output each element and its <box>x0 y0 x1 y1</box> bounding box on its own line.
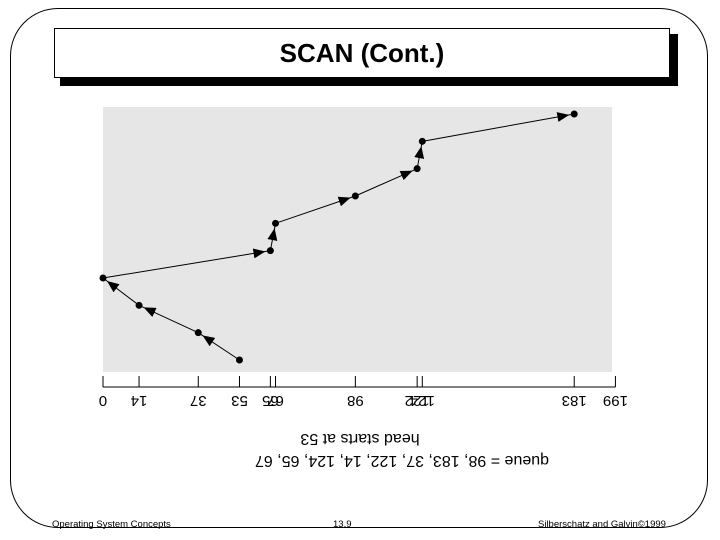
plot-background <box>103 107 612 372</box>
caption-queue-group: queue = 98, 183, 37, 122, 14, 124, 65, 6… <box>255 452 549 469</box>
tick-label: 53 <box>231 392 248 409</box>
tick-label: 37 <box>190 392 207 409</box>
caption-head-start: head starts at 53 <box>300 430 419 447</box>
request-point <box>272 219 280 227</box>
footer-page: 13.9 <box>333 519 352 530</box>
path-segment <box>102 250 271 279</box>
tick-label: 98 <box>347 392 364 409</box>
slide-frame <box>10 8 708 528</box>
path-segment <box>422 113 575 142</box>
title-box: SCAN (Cont.) <box>54 28 670 78</box>
caption-queue: queue = 98, 183, 37, 122, 14, 124, 65, 6… <box>255 452 549 469</box>
request-point <box>351 192 359 200</box>
footer-authors: Silberschatz and Galvin©1999 <box>538 519 666 530</box>
tick-label: 0 <box>99 392 107 409</box>
request-point <box>570 110 578 118</box>
request-point <box>413 165 421 173</box>
slide-title: SCAN (Cont.) <box>279 37 445 68</box>
caption-head-start-group: head starts at 53 <box>300 430 419 447</box>
request-point <box>266 247 274 255</box>
request-points <box>99 110 578 364</box>
tick-label: 65 <box>262 392 279 409</box>
footer-book: Operating System Concepts <box>52 519 171 530</box>
tick-label: 183 <box>562 392 587 409</box>
request-point <box>99 274 107 282</box>
tick-label: 14 <box>131 392 148 409</box>
request-point <box>235 356 243 364</box>
tick-label: 122 <box>405 392 430 409</box>
tick-label: 67 <box>267 392 284 409</box>
request-point <box>194 329 202 337</box>
tick-label: 124 <box>410 392 435 409</box>
tick-label: 199 <box>603 392 628 409</box>
request-point <box>418 137 426 145</box>
request-point <box>135 301 143 309</box>
head-path <box>102 112 575 361</box>
